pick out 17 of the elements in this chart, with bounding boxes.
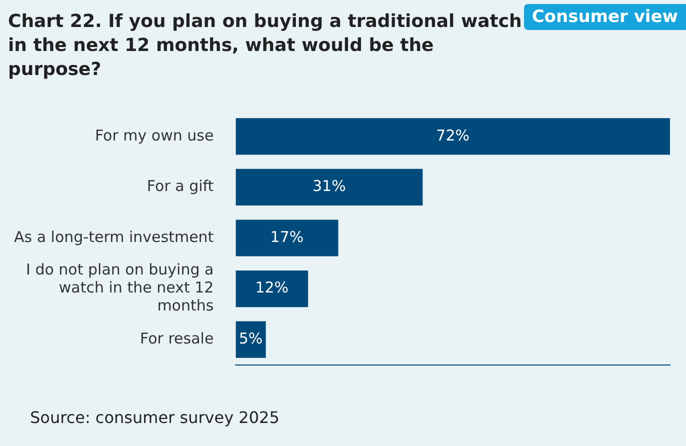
bar xyxy=(236,118,670,155)
chart-title: Chart 22. If you plan on buying a traditional watch in the next 12 months, what would be the purpose? xyxy=(8,10,523,82)
data-label: 12% xyxy=(255,278,289,297)
data-label: 5% xyxy=(238,329,263,348)
y-tick-label: I do not plan on buying a watch in the next 12 months xyxy=(26,260,214,315)
data-label: 72% xyxy=(436,126,470,144)
chart-subtitle: Consumer view xyxy=(524,4,686,30)
source-note: Source: consumer survey 2025 xyxy=(30,408,280,427)
y-tick-label: For my own use xyxy=(94,126,214,144)
bar xyxy=(236,270,308,308)
data-label: 17% xyxy=(270,228,304,246)
bar xyxy=(236,220,338,256)
bar xyxy=(236,168,423,206)
data-label: 31% xyxy=(312,177,346,196)
y-tick-label: For resale xyxy=(140,329,214,348)
y-tick-label: For a gift xyxy=(146,177,214,196)
y-tick-label: As a long-term investment xyxy=(14,228,214,246)
